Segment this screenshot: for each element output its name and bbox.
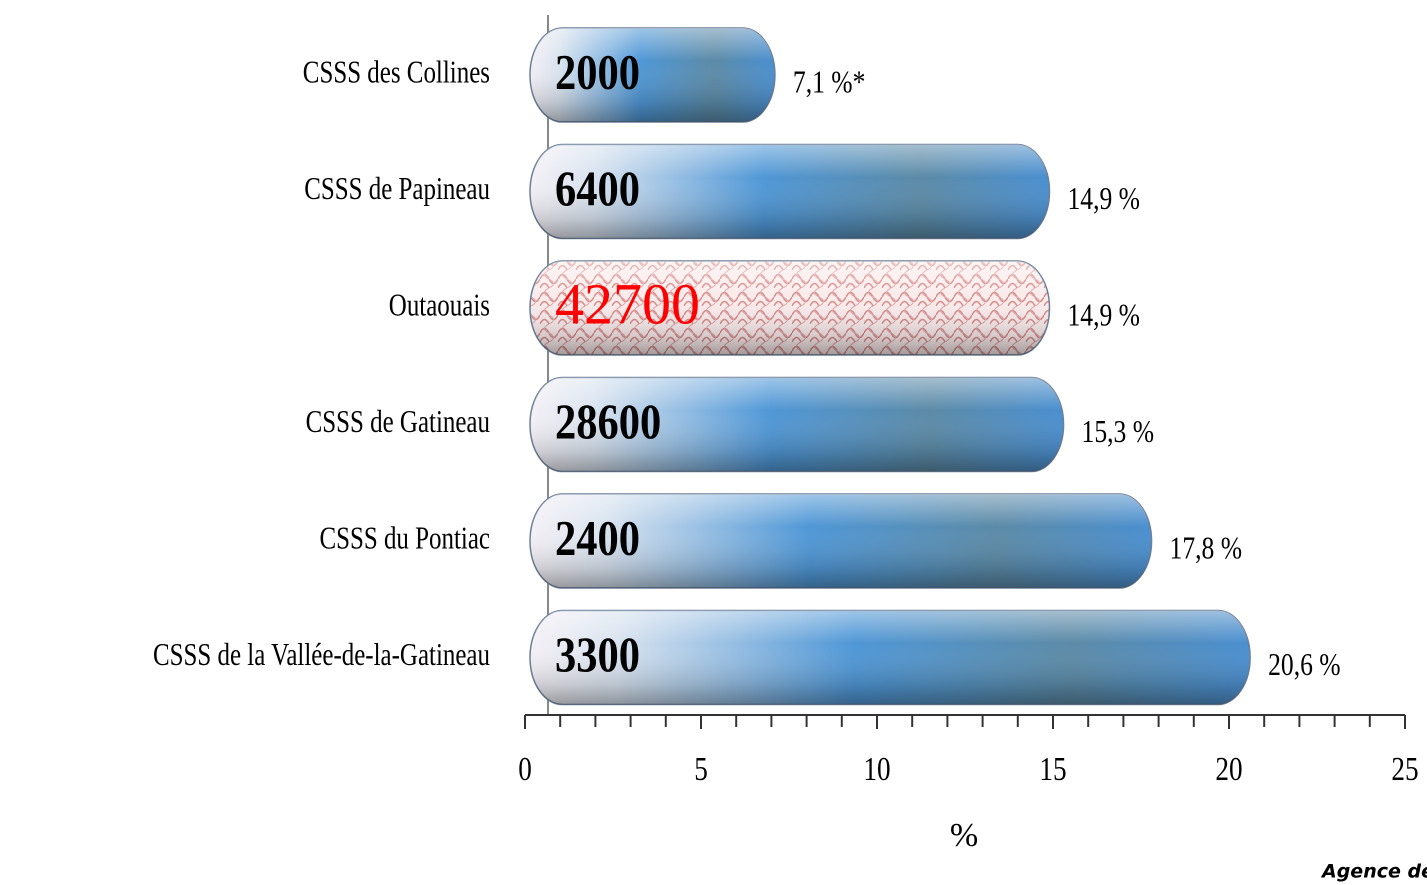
bar-shade bbox=[530, 377, 1064, 472]
value-label: 7,1 %* bbox=[793, 65, 866, 100]
x-axis-label: % bbox=[950, 817, 978, 854]
value-label: 14,9 % bbox=[1067, 298, 1140, 333]
bar-shade bbox=[530, 144, 1050, 239]
bar-shade bbox=[530, 494, 1152, 588]
bar-count-label: 6400 bbox=[555, 162, 640, 217]
value-label: 20,6 % bbox=[1268, 647, 1341, 682]
bar-count-label: 2000 bbox=[555, 45, 640, 100]
x-tick-label: 0 bbox=[518, 750, 532, 788]
x-tick-label: 10 bbox=[863, 750, 890, 788]
footer: Agence de l bbox=[1320, 861, 1427, 883]
x-tick-label: 5 bbox=[694, 750, 708, 788]
value-label: 15,3 % bbox=[1082, 414, 1155, 449]
category-label: CSSS des Collines bbox=[303, 54, 490, 90]
x-tick-label: 25 bbox=[1391, 750, 1418, 788]
category-label: CSSS de Papineau bbox=[304, 171, 490, 207]
bar-count-label: 3300 bbox=[555, 628, 640, 683]
category-label: Outaouais bbox=[389, 287, 490, 323]
bar-shade bbox=[530, 28, 775, 122]
bar-shade bbox=[530, 261, 1050, 355]
value-label: 17,8 % bbox=[1170, 531, 1243, 566]
bar-count-label: 28600 bbox=[555, 395, 661, 450]
bar-count-label: 42700 bbox=[555, 271, 700, 336]
value-label: 14,9 % bbox=[1067, 181, 1140, 216]
category-label: CSSS de Gatineau bbox=[306, 404, 490, 440]
bar-count-label: 2400 bbox=[555, 511, 640, 566]
category-label: CSSS de la Vallée-de-la-Gatineau bbox=[153, 637, 490, 673]
bar-shade bbox=[530, 610, 1251, 705]
x-tick-label: 15 bbox=[1039, 750, 1066, 788]
x-tick-label: 20 bbox=[1215, 750, 1242, 788]
category-label: CSSS du Pontiac bbox=[319, 520, 490, 556]
